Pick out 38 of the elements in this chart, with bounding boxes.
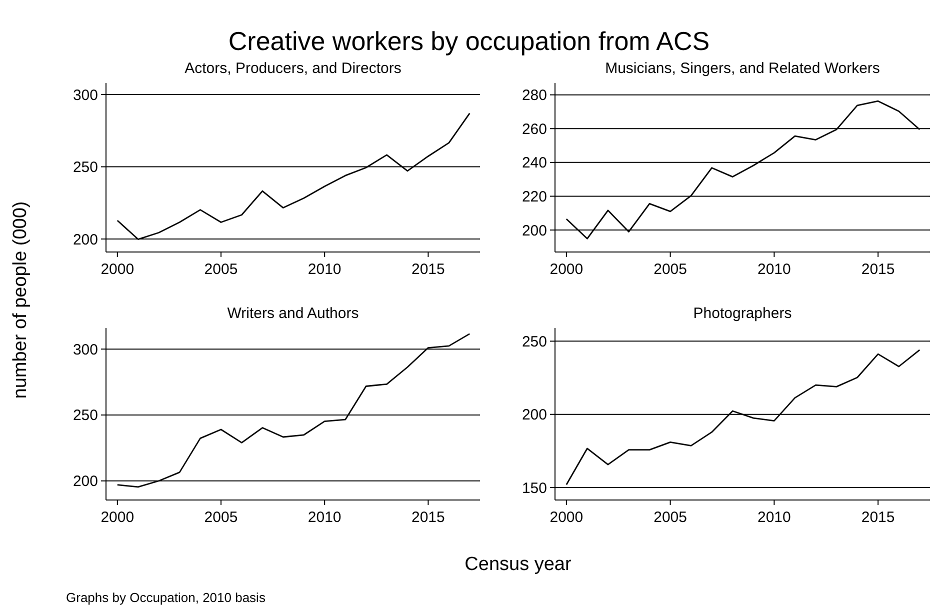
chart-title: Actors, Producers, and Directors bbox=[184, 60, 402, 77]
chart-title: Photographers bbox=[693, 305, 792, 322]
x-tick-label: 2000 bbox=[100, 261, 134, 278]
y-tick-label: 220 bbox=[522, 188, 547, 206]
x-tick-label: 2015 bbox=[412, 261, 445, 278]
x-tick-label: 2005 bbox=[204, 509, 238, 526]
y-tick-label: 240 bbox=[522, 154, 547, 172]
x-tick-label: 2000 bbox=[100, 509, 134, 526]
y-tick-label: 250 bbox=[72, 407, 98, 424]
x-tick-label: 2005 bbox=[654, 509, 687, 526]
x-tick-label: 2015 bbox=[861, 509, 895, 526]
chart-title: Musicians, Singers, and Related Workers bbox=[605, 60, 880, 77]
y-tick-label: 250 bbox=[522, 333, 547, 350]
y-tick-label: 200 bbox=[522, 222, 547, 240]
y-tick-label: 200 bbox=[72, 231, 98, 248]
x-tick-label: 2010 bbox=[757, 261, 791, 278]
chart-title: Writers and Authors bbox=[227, 305, 359, 322]
y-tick-label: 300 bbox=[72, 86, 98, 104]
y-tick-label: 250 bbox=[72, 159, 98, 176]
x-tick-label: 2000 bbox=[550, 509, 584, 526]
text: Census year bbox=[464, 554, 572, 575]
y-tick-label: 300 bbox=[72, 341, 98, 358]
y-tick-label: 260 bbox=[522, 120, 547, 138]
x-tick-label: 2010 bbox=[757, 509, 791, 526]
text: number of people (000) bbox=[10, 201, 31, 399]
y-tick-label: 280 bbox=[522, 87, 547, 104]
x-tick-label: 2005 bbox=[654, 261, 687, 278]
x-tick-label: 2010 bbox=[308, 261, 342, 278]
x-tick-label: 2005 bbox=[204, 261, 238, 278]
x-tick-label: 2000 bbox=[550, 261, 584, 278]
x-tick-label: 2015 bbox=[861, 261, 895, 278]
x-tick-label: 2010 bbox=[308, 509, 342, 526]
text: Creative workers by occupation from ACS bbox=[228, 26, 710, 56]
y-tick-label: 200 bbox=[522, 406, 547, 424]
text: Graphs by Occupation, 2010 basis bbox=[66, 590, 266, 605]
y-tick-label: 150 bbox=[522, 480, 547, 497]
x-tick-label: 2015 bbox=[412, 509, 445, 526]
y-tick-label: 200 bbox=[72, 473, 98, 490]
